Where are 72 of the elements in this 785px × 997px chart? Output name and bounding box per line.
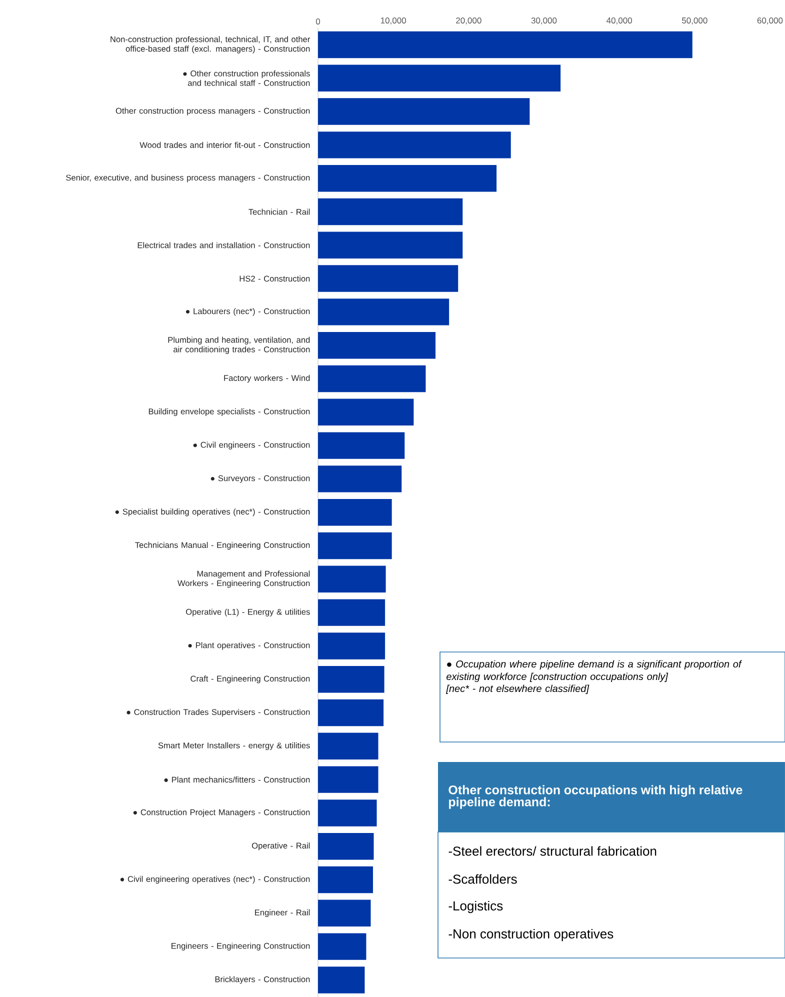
- bar: [318, 966, 365, 994]
- x-tick-label: 50,000: [682, 17, 708, 24]
- x-tick-label: 0: [316, 18, 320, 24]
- y-tick-label: ● Civil engineers - Construction: [193, 442, 310, 450]
- bar: [318, 833, 374, 860]
- bar: [318, 64, 561, 92]
- y-tick-label: ● Other construction professionals and technical staff - Construction: [183, 70, 310, 86]
- y-tick-label: Bricklayers - Construction: [215, 976, 310, 984]
- bar: [318, 298, 450, 326]
- bar: [318, 800, 377, 826]
- y-tick-label: Engineer - Rail: [255, 909, 310, 918]
- y-tick-label: ● Plant mechanics/fitters - Construction: [164, 776, 310, 783]
- bar: [318, 599, 386, 626]
- y-tick-label: Building envelope specialists - Construction: [148, 408, 310, 416]
- bar: [318, 132, 511, 158]
- bar: [318, 98, 530, 125]
- bar: [318, 766, 378, 793]
- bar: [318, 164, 497, 192]
- bar: [318, 31, 692, 58]
- y-tick-label: Operative (L1) - Energy & utilities: [186, 608, 310, 616]
- bar: [318, 900, 371, 927]
- annotation: -Scaffolders: [448, 874, 517, 884]
- y-tick-label: Electrical trades and installation - Construction: [138, 242, 310, 248]
- y-tick-label: ● Civil engineering operatives (nec*) - Construction: [120, 876, 310, 884]
- annotation: -Steel erectors/ structural fabrication: [448, 846, 656, 856]
- y-tick-label: Plumbing and heating, ventilation, and air conditioning trades - Construction: [168, 336, 310, 354]
- x-tick-label: 10,000: [380, 17, 406, 24]
- y-tick-label: Craft - Engineering Construction: [190, 676, 310, 684]
- annotation: ● Occupation where pipeline demand is a significant proportion of existing workforce [construction occupations only]: [446, 660, 742, 682]
- annotation: [nec* - not elsewhere classified]: [446, 684, 590, 694]
- y-tick-label: Senior, executive, and business process managers - Construction: [66, 174, 310, 182]
- y-tick-label: ● Plant operatives - Construction: [188, 642, 310, 650]
- annotation: Other construction occupations with high relative pipeline demand:: [448, 785, 742, 809]
- bar: [318, 933, 366, 960]
- bar: [318, 332, 436, 359]
- y-tick-label: Smart Meter Installers - energy & utilities: [158, 742, 310, 750]
- bar: [318, 532, 392, 560]
- y-tick-label: Technician - Rail: [248, 208, 310, 215]
- y-tick-label: ● Surveyors - Construction: [210, 475, 310, 483]
- x-tick-label: 40,000: [606, 17, 632, 24]
- y-tick-label: ● Construction Project Managers - Construction: [133, 809, 310, 817]
- bar: [318, 632, 386, 660]
- bar: [318, 732, 378, 760]
- bar: [318, 432, 405, 459]
- bar: [318, 666, 384, 693]
- bar: [318, 265, 458, 292]
- bar: [318, 466, 402, 492]
- y-tick-label: Factory workers - Wind: [224, 374, 310, 383]
- y-tick-label: ● Construction Trades Supervisers - Construction: [126, 708, 310, 717]
- bar: [318, 566, 386, 593]
- bar: [318, 866, 373, 894]
- y-tick-label: Management and Professional Workers - Engineering Construction: [178, 570, 310, 588]
- y-tick-label: Technicians Manual - Engineering Construction: [135, 542, 310, 550]
- y-tick-label: Non-construction professional, technical, IT, and other office-based staff (excl. managers) - Construction: [110, 36, 310, 54]
- y-tick-label: HS2 - Construction: [240, 276, 310, 282]
- y-tick-label: Engineers - Engineering Construction: [172, 942, 310, 950]
- y-tick-label: Other construction process managers - Construction: [116, 108, 310, 116]
- bar: [318, 498, 392, 526]
- y-tick-label: Operative - Rail: [252, 842, 310, 850]
- annotation: -Logistics: [448, 900, 503, 914]
- x-tick-label: 20,000: [456, 17, 482, 24]
- bar: [318, 198, 463, 226]
- y-tick-label: ● Specialist building operatives (nec*) - Construction: [115, 508, 310, 516]
- x-tick-label: 60,000: [757, 17, 783, 24]
- annotation: -Non construction operatives: [448, 928, 614, 942]
- x-tick-label: 30,000: [531, 17, 557, 24]
- y-tick-label: ● Labourers (nec*) - Construction: [186, 308, 310, 316]
- bar: [318, 365, 426, 392]
- bar: [318, 232, 463, 258]
- bar: [318, 699, 384, 726]
- bar: [318, 398, 414, 426]
- y-tick-label: Wood trades and interior fit-out - Construction: [140, 142, 310, 148]
